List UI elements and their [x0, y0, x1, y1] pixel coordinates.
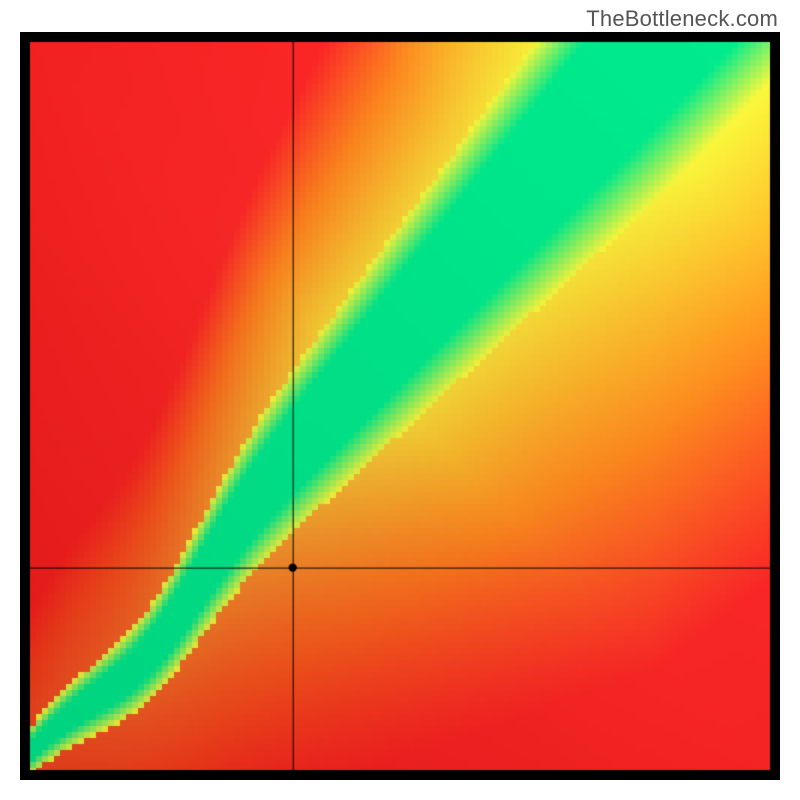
watermark-text: TheBottleneck.com — [586, 6, 778, 32]
stage: TheBottleneck.com — [0, 0, 800, 800]
bottleneck-heatmap — [20, 32, 780, 780]
heatmap-canvas — [20, 32, 780, 780]
